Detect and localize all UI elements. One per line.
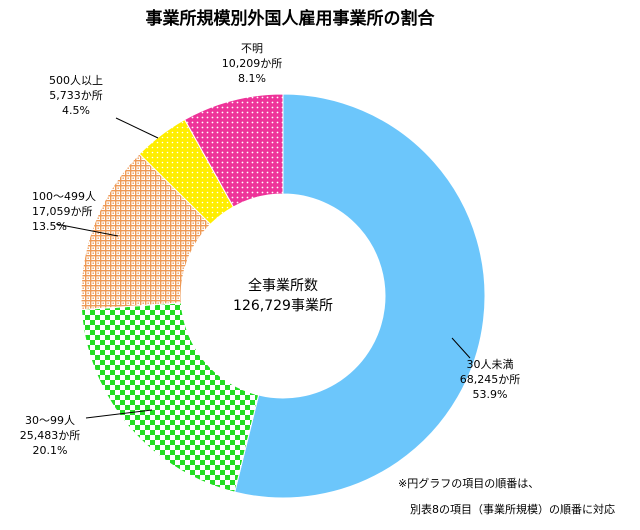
slice-0: [234, 93, 486, 499]
slice-3-count-label: 5,733か所: [49, 89, 103, 102]
slice-2-count-label: 17,059か所: [32, 205, 93, 218]
slice-1-percent-label: 20.1%: [33, 444, 68, 457]
note-line1: ※円グラフの項目の順番は、: [398, 476, 539, 490]
center-label-line2: 126,729事業所: [233, 298, 333, 314]
slice-4-percent-label: 8.1%: [238, 72, 266, 85]
slice-2-percent-label: 13.5%: [32, 220, 67, 233]
leader-line-1: [85, 409, 153, 419]
slice-1-count-label: 25,483か所: [20, 429, 81, 442]
slice-3-percent-label: 4.5%: [62, 104, 90, 117]
leader-lines: [55, 117, 471, 419]
slice-4: [183, 93, 284, 208]
leader-line-0: [451, 337, 471, 359]
slice-3-name-label: 500人以上: [49, 74, 103, 87]
slice-0-name-label: 30人未満: [467, 358, 514, 371]
slice-1-name-label: 30～99人: [25, 414, 75, 427]
slice-labels: 30人未満 68,245か所 53.9% 30～99人 25,483か所 20.1% 100…: [20, 42, 521, 457]
slice-4-name-label: 不明: [241, 42, 263, 55]
slice-4-count-label: 10,209か所: [222, 57, 283, 70]
slice-1: [80, 302, 260, 493]
slice-0-count-label: 68,245か所: [460, 373, 521, 386]
center-label-line1: 全事業所数: [248, 277, 318, 294]
slices-group: [80, 93, 486, 499]
chart-title: 事業所規模別外国人雇用事業所の割合: [146, 8, 436, 29]
note-line2: 別表8の項目（事業所規模）の順番に対応: [410, 502, 615, 516]
slice-2-name-label: 100～499人: [32, 190, 96, 203]
slice-0-percent-label: 53.9%: [473, 388, 508, 401]
leader-line-3: [115, 117, 159, 139]
leader-line-2: [55, 223, 119, 237]
